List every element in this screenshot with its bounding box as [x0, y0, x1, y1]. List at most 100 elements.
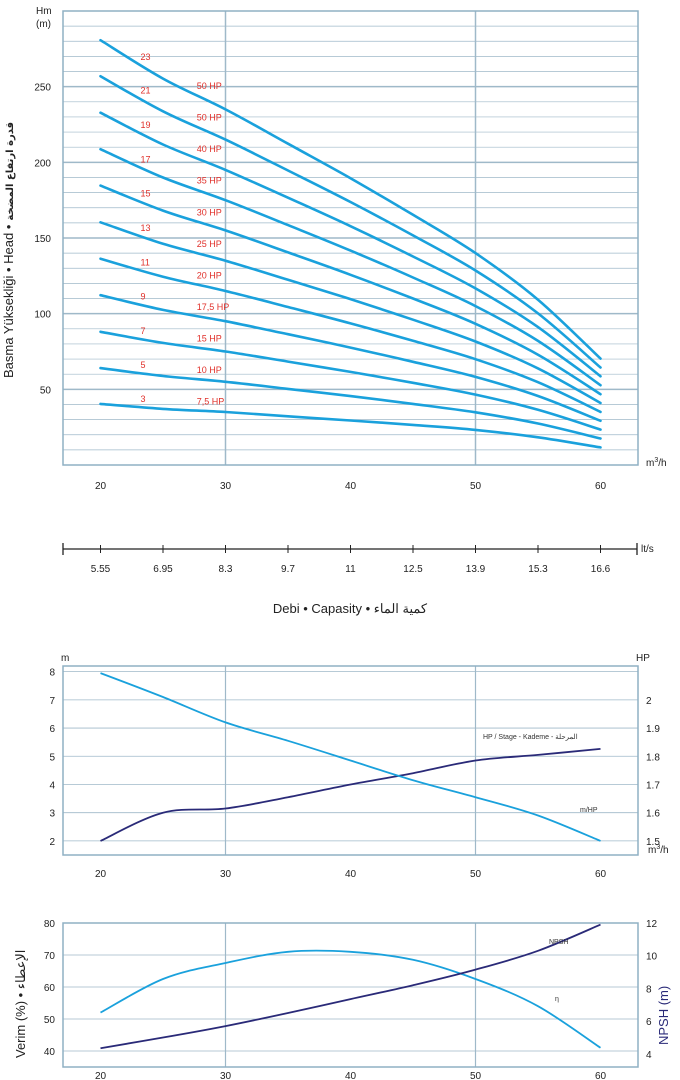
head-curve-stage-23	[99, 38, 602, 360]
eff-x-tick-label: 40	[345, 1071, 357, 1080]
hp-label-15: 30 HP	[197, 207, 222, 217]
label-m-hp: m/HP	[580, 807, 598, 814]
hp-label-7: 15 HP	[197, 334, 222, 344]
head-y-tick-label: 200	[34, 158, 51, 169]
eff-x-tick-label: 60	[595, 1071, 607, 1080]
hp-label-13: 25 HP	[197, 239, 222, 249]
head-curve-stage-3	[99, 402, 602, 449]
stage-label-11: 11	[141, 257, 150, 267]
label-npsh: NPSH	[549, 939, 568, 946]
power-curves	[100, 672, 601, 842]
eff-chart-frame	[62, 922, 639, 1068]
flow-scale-ticks: 5.55 6.95 8.3 9.7 11 12.5 13.9 15.3 16.6	[91, 545, 611, 575]
hp-label-3: 7,5 HP	[197, 397, 225, 407]
power-right-tick-label: 1.5	[646, 837, 660, 848]
eff-x-ticks: 20 30 40 50 60	[95, 1071, 607, 1080]
eff-right-ticks: 4 6 8 10 12	[646, 919, 658, 1061]
power-left-tick-label: 6	[49, 724, 55, 735]
head-chart-frame	[62, 10, 639, 466]
eff-left-ticks: 40 50 60 70 80	[44, 919, 56, 1058]
power-chart-frame	[62, 665, 639, 856]
head-y-title: Basma Yüksekliği • Head • قدرة ارتفاع الم…	[1, 122, 16, 378]
head-curve-stage-5	[99, 366, 602, 440]
power-right-tick-label: 1.9	[646, 724, 660, 735]
eff-curves	[100, 923, 601, 1050]
head-x-unit: m3/h	[646, 457, 667, 469]
eff-right-tick-label: 12	[646, 919, 658, 930]
power-right-tick-label: 1.8	[646, 752, 660, 763]
head-y-unit: Hm	[36, 6, 52, 17]
npsh-curve	[100, 923, 601, 1050]
head-y-unit-2: (m)	[36, 19, 51, 30]
head-curve-stage-17	[99, 147, 602, 387]
flow-tick-label: 16.6	[591, 564, 611, 575]
power-x-ticks: 20 30 40 50 60	[95, 869, 607, 880]
head-y-tick-label: 150	[34, 234, 51, 245]
head-y-title-arabic: قدرة ارتفاع المضخة	[5, 122, 16, 221]
power-x-tick-label: 20	[95, 869, 107, 880]
head-chart: 3 7,5 HP 5 10 HP 7 15 HP 9 17,5 HP 11 20 HP 13 25 H…	[1, 6, 667, 492]
eff-left-tick-label: 50	[44, 1015, 56, 1026]
stage-label-23: 23	[141, 52, 151, 62]
eff-right-tick-label: 4	[646, 1050, 652, 1061]
head-curve-stage-9	[99, 293, 602, 423]
power-x-unit: m3/h	[648, 844, 669, 856]
power-right-ticks: 1.5 1.6 1.7 1.8 1.9 2	[646, 696, 660, 848]
eff-right-tick-label: 6	[646, 1017, 652, 1028]
power-chart: 2 3 4 5 6 7 8 1.5 1.6 1.7 1.8 1.9 2 20 30 40 50 60 m HP…	[49, 653, 668, 880]
efficiency-npsh-chart: 40 50 60 70 80 4 6 8 10 12 20 30 40 50 60 Verim (%) …	[13, 919, 671, 1080]
hp-label-11: 20 HP	[197, 270, 222, 280]
eff-right-tick-label: 10	[646, 952, 658, 963]
x-axis-title: Debi • Capasity • كمية الماء	[273, 601, 428, 616]
flow-tick-label: 13.9	[466, 564, 486, 575]
head-x-tick-label: 40	[345, 481, 357, 492]
power-x-tick-label: 60	[595, 869, 607, 880]
eff-left-tick-label: 40	[44, 1047, 56, 1058]
stage-label-15: 15	[141, 189, 151, 199]
efficiency-curve	[100, 949, 601, 1049]
flow-tick-label: 9.7	[281, 564, 295, 575]
head-x-tick-label: 50	[470, 481, 482, 492]
power-left-tick-label: 3	[49, 809, 55, 820]
hp-label-23: 50 HP	[197, 81, 222, 91]
head-curves	[99, 38, 602, 449]
label-hp-stage: HP / Stage - Kademe - المرحلة	[483, 733, 578, 741]
power-left-tick-label: 7	[49, 696, 55, 707]
eff-left-tick-label: 70	[44, 951, 56, 962]
head-y-title-latin: Basma Yüksekliği • Head •	[1, 224, 16, 378]
power-left-tick-label: 4	[49, 780, 55, 791]
stage-label-3: 3	[141, 394, 146, 404]
head-x-unit-sup: 3	[654, 457, 658, 464]
eff-left-tick-label: 60	[44, 983, 56, 994]
hp-label-17: 35 HP	[197, 176, 222, 186]
hp-label-5: 10 HP	[197, 365, 222, 375]
hp-label-19: 40 HP	[197, 144, 222, 154]
eff-x-tick-label: 20	[95, 1071, 107, 1080]
eff-left-tick-label: 80	[44, 919, 56, 930]
hp-label-21: 50 HP	[197, 113, 222, 123]
stage-label-17: 17	[141, 154, 151, 164]
stage-label-9: 9	[141, 292, 146, 302]
head-curve-stage-11	[99, 257, 602, 414]
stage-label-7: 7	[141, 326, 146, 336]
eff-x-tick-label: 30	[220, 1071, 232, 1080]
head-gridlines	[63, 11, 638, 465]
power-right-tick-label: 1.6	[646, 809, 660, 820]
power-x-unit-tail: /h	[660, 845, 668, 856]
head-y-tick-label: 250	[34, 83, 51, 94]
flow-tick-label: 11	[345, 564, 356, 575]
head-curve-stage-13	[99, 221, 602, 405]
power-x-unit-sup: 3	[656, 844, 660, 851]
eff-left-title: Verim (%) • الإعطاء	[13, 950, 29, 1058]
head-curve-stage-21	[99, 74, 602, 369]
eff-right-tick-label: 8	[646, 984, 652, 995]
power-gridlines	[63, 666, 638, 855]
eff-right-title: NPSH (m)	[656, 986, 671, 1045]
head-x-tick-label: 20	[95, 481, 107, 492]
head-x-tick-label: 60	[595, 481, 607, 492]
power-x-unit-base: m	[648, 845, 656, 856]
flow-tick-label: 8.3	[219, 564, 233, 575]
flow-tick-label: 15.3	[528, 564, 548, 575]
power-x-tick-label: 50	[470, 869, 482, 880]
flow-scale-unit: lt/s	[641, 544, 654, 555]
